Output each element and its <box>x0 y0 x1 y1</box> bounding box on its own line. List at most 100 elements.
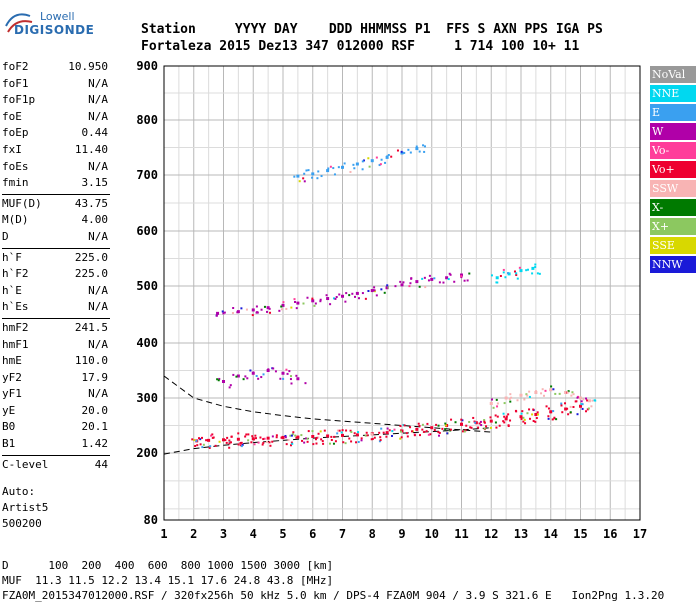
echo-point <box>523 418 526 421</box>
param-name: hmF2 <box>2 320 29 334</box>
x-tick-label: 15 <box>573 527 587 541</box>
echo-point <box>311 299 315 303</box>
echo-point <box>326 434 330 438</box>
x-tick-label: 14 <box>544 527 558 541</box>
echo-point <box>281 435 284 438</box>
param-row: yF1 N/A <box>2 387 108 404</box>
echo-point <box>232 373 235 376</box>
echo-point <box>399 437 402 440</box>
echo-point <box>222 312 225 315</box>
param-row: foF1p N/A <box>2 93 108 110</box>
legend-item-sse: SSE <box>650 237 696 254</box>
echo-point <box>564 402 567 405</box>
echo-point <box>503 415 506 418</box>
echo-point <box>564 407 568 411</box>
param-value: 10.950 <box>68 60 108 73</box>
echo-point <box>470 426 473 429</box>
echo-point <box>296 377 300 381</box>
echo-point <box>532 408 535 411</box>
echo-point <box>314 438 317 441</box>
echo-point <box>528 408 531 411</box>
echo-point <box>364 297 367 300</box>
echo-point <box>249 369 252 372</box>
echo-point <box>534 263 537 266</box>
echo-point <box>211 433 214 436</box>
echo-point <box>489 416 492 419</box>
echo-point <box>289 444 292 447</box>
echo-point <box>371 433 374 436</box>
echo-point <box>478 422 481 425</box>
echo-point <box>386 427 389 430</box>
echo-point <box>307 430 310 433</box>
echo-point <box>554 392 557 395</box>
param-name: foF1 <box>2 76 29 90</box>
echo-point <box>429 433 432 436</box>
echo-point <box>236 437 240 441</box>
echo-point <box>399 430 402 433</box>
echo-point <box>503 421 506 424</box>
echo-point <box>373 436 376 439</box>
param-name: C-level <box>2 457 49 471</box>
auto-label: Auto: <box>2 485 36 498</box>
echo-point <box>319 300 322 303</box>
echo-point <box>507 272 511 276</box>
echo-point <box>435 423 438 426</box>
echo-point <box>240 445 243 448</box>
echo-point <box>290 434 293 437</box>
echo-point <box>280 308 283 311</box>
echo-point <box>305 437 308 440</box>
echo-point <box>320 438 323 441</box>
echo-point <box>370 159 374 163</box>
echo-point <box>407 148 410 151</box>
echo-point <box>317 432 320 435</box>
echo-point <box>571 391 574 394</box>
param-name: yE <box>2 403 16 417</box>
echo-point <box>343 162 346 165</box>
logo-line2: DIGISONDE <box>14 23 95 37</box>
echo-point <box>489 426 492 429</box>
echo-point <box>543 394 546 397</box>
echo-point <box>474 421 478 425</box>
echo-point <box>522 416 525 419</box>
echo-point <box>581 403 584 406</box>
param-divider <box>2 317 110 319</box>
echo-point <box>259 436 262 439</box>
echo-point <box>236 311 239 314</box>
echo-point <box>492 406 495 409</box>
plot-frame <box>163 65 641 521</box>
echo-point <box>590 405 593 408</box>
echo-point <box>507 413 510 416</box>
echo-point <box>236 310 240 314</box>
param-name: B0 <box>2 420 16 434</box>
param-row: h`E N/A <box>2 284 108 301</box>
param-row: M(D) 4.00 <box>2 213 108 230</box>
echo-point <box>365 431 368 434</box>
echo-point <box>545 405 548 408</box>
echo-point <box>485 425 488 428</box>
y-tick-label: 500 <box>136 279 158 293</box>
echo-point <box>222 438 225 442</box>
param-row: foEp 0.44 <box>2 126 108 143</box>
echo-point <box>534 391 538 394</box>
echo-point <box>418 285 421 288</box>
echo-point <box>255 305 258 308</box>
echo-point <box>460 418 463 421</box>
echo-point <box>423 150 426 153</box>
echo-point <box>383 291 386 294</box>
param-row: foEs N/A <box>2 160 108 177</box>
x-tick-label: 11 <box>454 527 468 541</box>
echo-point <box>240 307 243 310</box>
param-value: N/A <box>88 93 108 107</box>
echo-point <box>444 422 447 425</box>
echo-point <box>510 396 513 399</box>
legend-item-nne: NNE <box>650 85 696 102</box>
echo-point <box>387 154 390 157</box>
echo-point <box>334 440 337 443</box>
echo-point <box>379 163 382 166</box>
echo-point <box>380 288 383 291</box>
echo-point <box>399 424 402 427</box>
echo-point <box>289 378 292 381</box>
echo-point <box>499 274 502 277</box>
echo-point <box>479 420 482 423</box>
echo-point <box>287 438 290 441</box>
